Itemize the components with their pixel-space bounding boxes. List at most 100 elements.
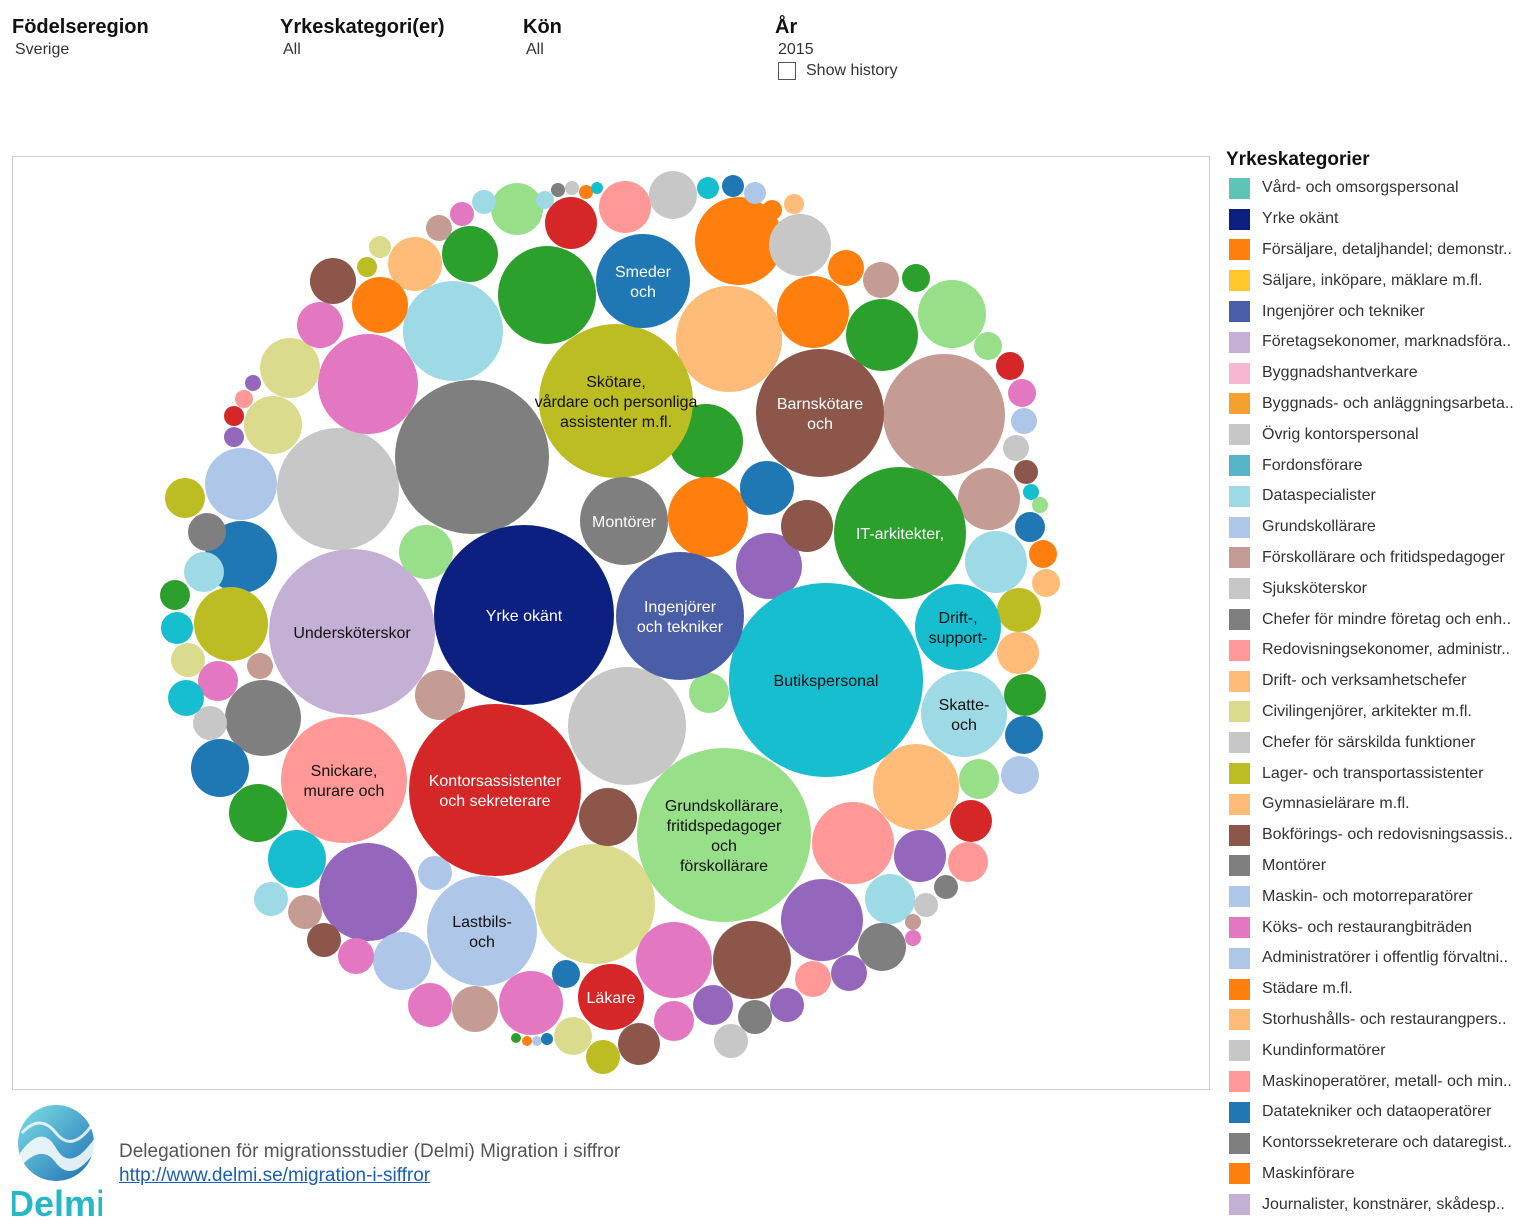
- bubble[interactable]: [834, 467, 966, 599]
- legend-item[interactable]: Montörer: [1226, 851, 1526, 882]
- bubble[interactable]: [244, 396, 302, 454]
- bubble-labeled[interactable]: Drift-, support-: [915, 584, 1001, 670]
- bubble[interactable]: [950, 800, 992, 842]
- bubble[interactable]: [579, 185, 593, 199]
- bubble[interactable]: [858, 923, 906, 971]
- bubble[interactable]: [591, 182, 603, 194]
- bubble[interactable]: [713, 921, 791, 999]
- legend-item[interactable]: Chefer för mindre företag och enh..: [1226, 604, 1526, 635]
- legend-item[interactable]: Dataspecialister: [1226, 481, 1526, 512]
- bubble[interactable]: [352, 277, 408, 333]
- bubble[interactable]: [654, 1001, 694, 1041]
- bubble[interactable]: [1004, 674, 1046, 716]
- filter-value[interactable]: All: [283, 41, 301, 58]
- legend-item[interactable]: Förskollärare och fritidspedagoger: [1226, 543, 1526, 574]
- bubble[interactable]: [536, 191, 554, 209]
- bubble[interactable]: [161, 612, 193, 644]
- bubble[interactable]: [171, 643, 205, 677]
- bubble[interactable]: [310, 258, 356, 304]
- bubble[interactable]: [194, 587, 268, 661]
- bubble[interactable]: [205, 448, 277, 520]
- bubble[interactable]: [491, 183, 543, 235]
- bubble-labeled[interactable]: Skatte-och: [921, 671, 1007, 757]
- bubble[interactable]: [565, 181, 579, 195]
- bubble[interactable]: [921, 671, 1007, 757]
- legend-item[interactable]: Sjuksköterskor: [1226, 573, 1526, 604]
- legend-item[interactable]: Administratörer i offentlig förvaltni..: [1226, 943, 1526, 974]
- bubble[interactable]: [812, 802, 894, 884]
- bubble[interactable]: [736, 533, 802, 599]
- bubble[interactable]: [235, 390, 253, 408]
- bubble[interactable]: [191, 739, 249, 797]
- bubble[interactable]: [958, 468, 1020, 530]
- bubble[interactable]: [637, 748, 811, 922]
- bubble-labeled[interactable]: Grundskollärare, fritidspedagoger och försk…: [637, 748, 811, 922]
- legend-item[interactable]: Byggnadshantverkare: [1226, 358, 1526, 389]
- bubble[interactable]: [914, 893, 938, 917]
- bubble[interactable]: [415, 670, 465, 720]
- bubble[interactable]: [693, 985, 733, 1025]
- bubble[interactable]: [578, 964, 644, 1030]
- bubble[interactable]: [307, 923, 341, 957]
- bubble[interactable]: [894, 830, 946, 882]
- legend-item[interactable]: Civilingenjörer, arkitekter m.fl.: [1226, 697, 1526, 728]
- bubble[interactable]: [318, 334, 418, 434]
- bubble[interactable]: [996, 352, 1024, 380]
- bubble[interactable]: [373, 932, 431, 990]
- bubble[interactable]: [408, 983, 452, 1027]
- bubble[interactable]: [399, 525, 453, 579]
- legend-item[interactable]: Yrke okänt: [1226, 204, 1526, 235]
- bubble[interactable]: [905, 914, 921, 930]
- bubble-labeled[interactable]: Butikspersonal: [729, 583, 923, 777]
- bubble-labeled[interactable]: Skötare, vårdare och personliga assistente…: [535, 324, 698, 478]
- bubble[interactable]: [965, 531, 1027, 593]
- bubble[interactable]: [225, 680, 301, 756]
- bubble[interactable]: [472, 190, 496, 214]
- legend-item[interactable]: Storhushålls- och restaurangpers..: [1226, 1005, 1526, 1036]
- legend-item[interactable]: Bokförings- och redovisningsassis..: [1226, 820, 1526, 851]
- filter-kon[interactable]: Kön All: [523, 14, 562, 60]
- bubble[interactable]: [434, 525, 614, 705]
- footer-link[interactable]: http://www.delmi.se/migration-i-siffror: [119, 1165, 431, 1186]
- bubble[interactable]: [442, 226, 498, 282]
- legend-item[interactable]: Kontorssekreterare och dataregist..: [1226, 1128, 1526, 1159]
- bubble[interactable]: [426, 215, 452, 241]
- legend-item[interactable]: Datatekniker och dataoperatörer: [1226, 1097, 1526, 1128]
- bubble[interactable]: [554, 1017, 592, 1055]
- bubble[interactable]: [580, 477, 668, 565]
- bubble[interactable]: [369, 236, 391, 258]
- legend-item[interactable]: Gymnasielärare m.fl.: [1226, 789, 1526, 820]
- bubble[interactable]: [729, 583, 923, 777]
- bubble[interactable]: [722, 175, 744, 197]
- bubble[interactable]: [281, 717, 407, 843]
- bubble[interactable]: [997, 632, 1039, 674]
- bubble[interactable]: [193, 706, 227, 740]
- legend-item[interactable]: Försäljare, detaljhandel; demonstr..: [1226, 235, 1526, 266]
- bubble[interactable]: [409, 704, 581, 876]
- bubble[interactable]: [714, 1024, 748, 1058]
- bubble[interactable]: [1015, 512, 1045, 542]
- bubble[interactable]: [297, 302, 343, 348]
- bubble[interactable]: [649, 171, 697, 219]
- bubble-labeled[interactable]: Smeder och: [596, 234, 690, 328]
- show-history-toggle[interactable]: Show history: [778, 62, 898, 80]
- bubble[interactable]: [918, 280, 986, 348]
- bubble[interactable]: [744, 182, 766, 204]
- bubble[interactable]: [418, 856, 452, 890]
- bubble[interactable]: [599, 181, 651, 233]
- bubble[interactable]: [831, 955, 867, 991]
- bubble[interactable]: [948, 842, 988, 882]
- bubble[interactable]: [188, 513, 226, 551]
- bubble-labeled[interactable]: Lastbils-och: [427, 876, 537, 986]
- bubble[interactable]: [784, 194, 804, 214]
- legend-item[interactable]: Ingenjörer och tekniker: [1226, 296, 1526, 327]
- bubble[interactable]: [532, 1036, 542, 1046]
- bubble[interactable]: [769, 214, 831, 276]
- bubble-labeled[interactable]: Montörer: [580, 477, 668, 565]
- show-history-checkbox[interactable]: [778, 62, 796, 80]
- legend-item[interactable]: Kundinformatörer: [1226, 1035, 1526, 1066]
- bubble-labeled[interactable]: Yrke okänt: [434, 525, 614, 705]
- bubble[interactable]: [522, 1036, 532, 1046]
- bubble[interactable]: [636, 922, 712, 998]
- bubble[interactable]: [224, 427, 244, 447]
